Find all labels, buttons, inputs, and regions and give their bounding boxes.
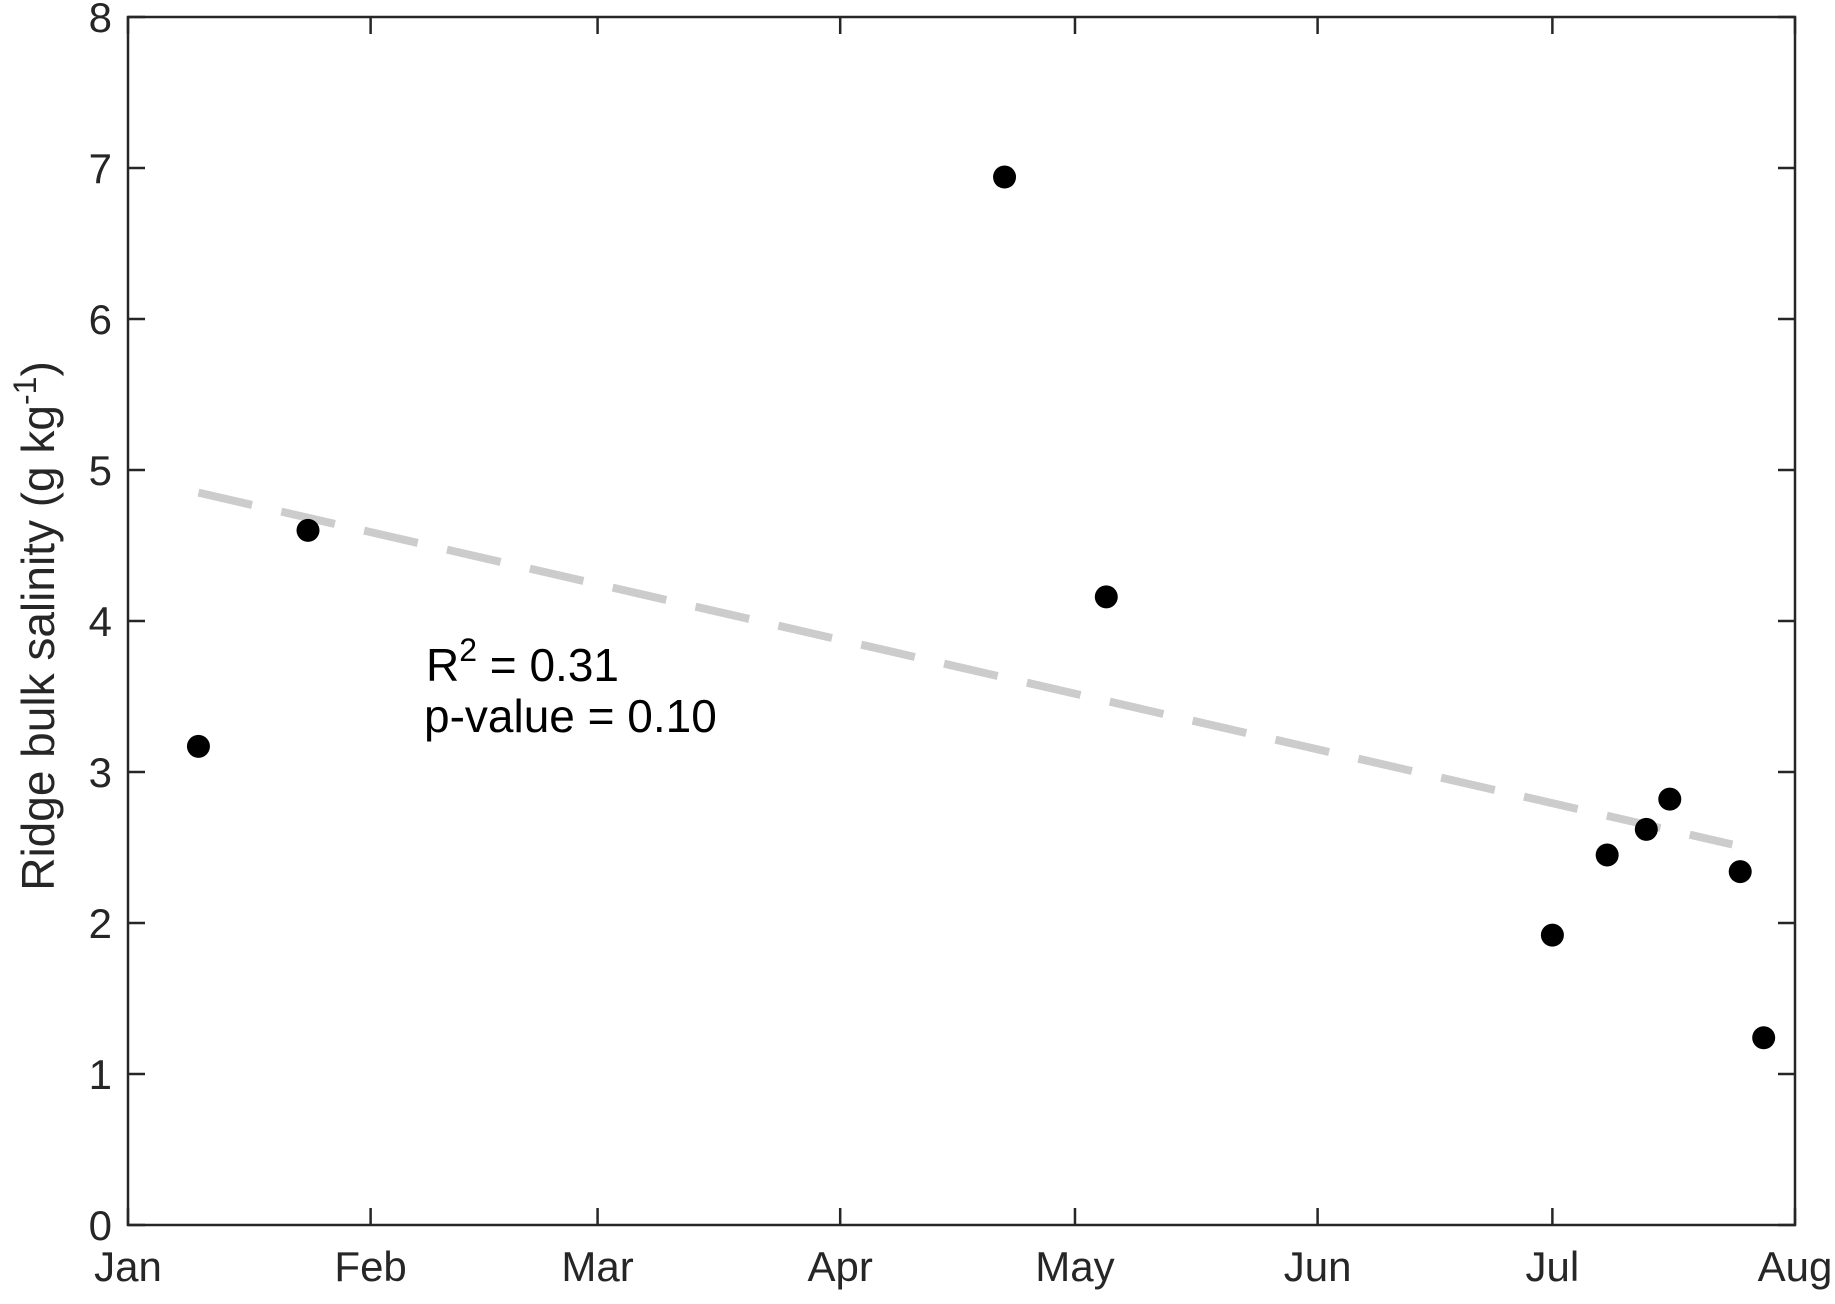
y-axis-title-superscript: -1 <box>7 377 43 405</box>
trendline <box>197 488 1734 849</box>
r-squared-annotation: R2 = 0.31 <box>426 632 619 691</box>
data-point <box>993 165 1017 189</box>
trendline-layer <box>197 488 1734 849</box>
data-point <box>1658 787 1682 811</box>
x-tick-label: Jan <box>94 1243 162 1290</box>
y-axis-title-close: ) <box>12 361 64 376</box>
x-tick-label: May <box>1035 1243 1114 1290</box>
data-point <box>1728 860 1752 884</box>
data-point <box>296 518 320 542</box>
r-squared-label: R <box>426 639 459 691</box>
y-tick-label: 6 <box>89 296 112 343</box>
y-tick-label: 1 <box>89 1051 112 1098</box>
data-point <box>1752 1026 1776 1050</box>
x-tick-label: Feb <box>334 1243 406 1290</box>
y-axis-title-main: Ridge bulk salinity (g kg <box>12 405 64 891</box>
points-layer <box>186 165 1776 1050</box>
x-tick-label: Jul <box>1526 1243 1580 1290</box>
plot-frame <box>126 15 1797 1227</box>
r-squared-value: = 0.31 <box>477 639 619 691</box>
x-tick-label: Jun <box>1284 1243 1352 1290</box>
r-squared-superscript: 2 <box>459 632 477 668</box>
y-tick-label: 8 <box>89 0 112 41</box>
y-tick-label: 0 <box>89 1202 112 1249</box>
x-tick-label: Aug <box>1758 1243 1833 1290</box>
y-tick-label: 3 <box>89 749 112 796</box>
x-tick-label: Apr <box>808 1243 873 1290</box>
y-tick-label: 2 <box>89 900 112 947</box>
x-tick-label: Mar <box>561 1243 633 1290</box>
y-tick-label: 7 <box>89 145 112 192</box>
data-point <box>1595 843 1619 867</box>
y-axis-title: Ridge bulk salinity (g kg-1) <box>7 361 64 891</box>
p-value-annotation: p-value = 0.10 <box>424 690 717 742</box>
data-point <box>1634 817 1658 841</box>
y-tick-label: 4 <box>89 598 112 645</box>
data-point <box>1094 585 1118 609</box>
data-point <box>186 734 210 758</box>
tick-layer: Jan Feb Mar Apr May Jun Jul Aug 0 1 2 3 4 5 6 7 8 <box>89 0 1833 1290</box>
data-point <box>1540 923 1564 947</box>
y-tick-label: 5 <box>89 447 112 494</box>
